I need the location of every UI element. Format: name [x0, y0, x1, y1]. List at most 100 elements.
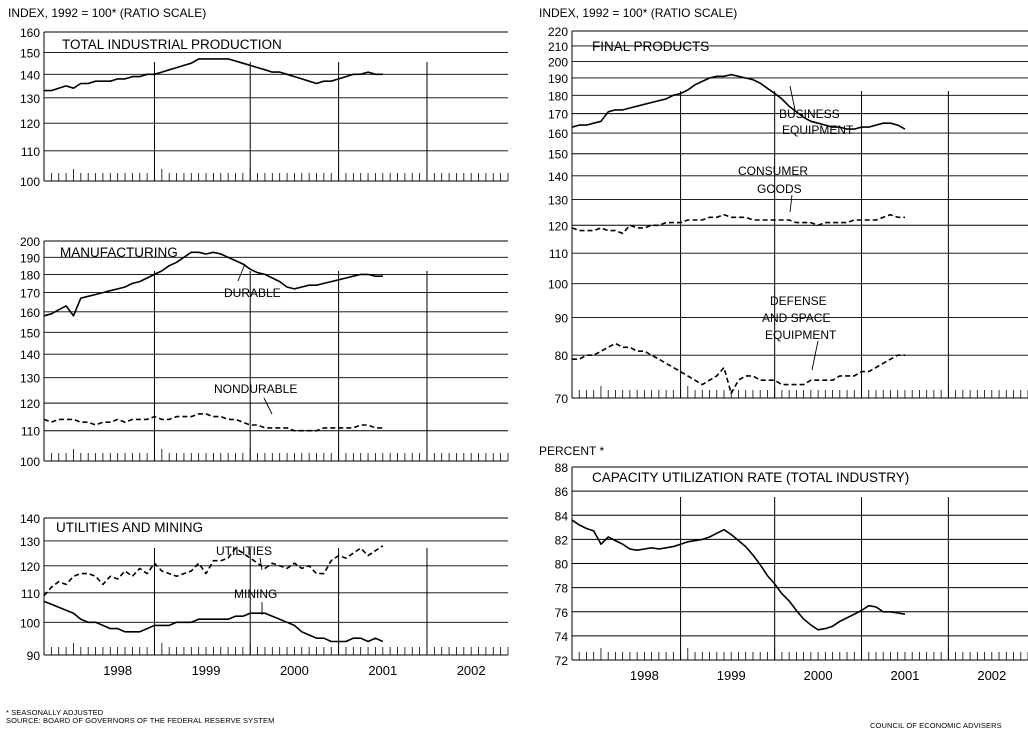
- series-annotation: EQUIPMENT: [765, 328, 837, 342]
- y-tick-label: 100: [20, 175, 40, 189]
- x-year-label: 2001: [368, 663, 397, 678]
- series-line-mfg-0: [43, 251, 383, 317]
- chart-title: MANUFACTURING: [60, 245, 178, 260]
- chart-title: CAPACITY UTILIZATION RATE (TOTAL INDUSTR…: [592, 470, 909, 485]
- y-tick-label: 120: [20, 397, 40, 411]
- y-tick-label: 130: [548, 194, 568, 208]
- series-line-cap-0: [571, 519, 906, 631]
- annotation-leader: [789, 194, 793, 213]
- chart-title: TOTAL INDUSTRIAL PRODUCTION: [62, 37, 282, 52]
- x-year-label: 2000: [280, 663, 309, 678]
- annotation-leader: [789, 85, 796, 111]
- y-tick-label: 120: [548, 219, 568, 233]
- y-tick-label: 170: [20, 287, 40, 301]
- series-line-tip-0: [44, 58, 383, 92]
- y-tick-label: 190: [20, 251, 40, 265]
- y-tick-label: 90: [555, 311, 569, 325]
- series-annotation: CONSUMER: [738, 164, 808, 178]
- y-tick-label: 110: [21, 587, 40, 601]
- y-tick-label: 210: [548, 40, 568, 54]
- annotation-leader: [237, 263, 246, 282]
- y-tick-label: 160: [548, 127, 568, 141]
- series-line-util-1: [43, 600, 384, 643]
- chart-util: 90 100 110 120 130 140 1998 1999 2000 2001 2002 UTI…: [20, 512, 509, 678]
- y-tick-label: 130: [20, 535, 40, 549]
- y-tick-label: 110: [21, 145, 40, 159]
- y-tick-label: 110: [21, 425, 40, 439]
- series-line-util-0: [43, 545, 384, 597]
- y-tick-label: 76: [555, 606, 569, 620]
- y-tick-label: 220: [548, 25, 568, 39]
- y-tick-label: 80: [555, 349, 569, 363]
- series-line-mfg-1: [43, 413, 383, 432]
- series-line-final-0: [571, 73, 906, 130]
- y-tick-label: 88: [555, 461, 569, 475]
- annotation-leader: [263, 397, 273, 415]
- chart-mfg: 100 110 120 130 140 150 160 170 180 190 200 MANUFAC…: [20, 235, 509, 469]
- y-tick-label: 78: [555, 582, 569, 596]
- y-tick-label: 70: [555, 392, 569, 406]
- chart-tip: INDEX, 1992 = 100* (RATIO SCALE) 100 110 12…: [8, 6, 509, 189]
- y-tick-label: 72: [555, 654, 569, 668]
- footnote-source: SOURCE: BOARD OF GOVERNORS OF THE FEDERA…: [6, 716, 275, 725]
- y-tick-label: 130: [20, 372, 40, 386]
- chart-cap: PERCENT * 72 74 76 78 80 82 84 86 88 1998 1999 2000 2…: [539, 444, 1028, 683]
- annotation-leader: [811, 340, 819, 371]
- y-tick-label: 140: [20, 68, 40, 82]
- x-year-label: 1998: [630, 668, 659, 683]
- series-annotation: AND SPACE: [762, 311, 830, 325]
- y-tick-label: 150: [548, 148, 568, 162]
- y-tick-label: 190: [548, 72, 568, 86]
- series-annotation: MINING: [234, 587, 277, 601]
- y-tick-label: 200: [548, 56, 568, 70]
- x-year-label: 1998: [103, 663, 132, 678]
- y-tick-label: 86: [555, 485, 569, 499]
- series-annotation: DURABLE: [224, 286, 281, 300]
- x-year-label: 2001: [890, 668, 919, 683]
- y-tick-label: 100: [548, 278, 568, 292]
- y-tick-label: 120: [20, 117, 40, 131]
- y-tick-label: 180: [20, 268, 40, 282]
- y-tick-label: 82: [555, 533, 569, 547]
- chart-final: INDEX, 1992 = 100* (RATIO SCALE) 70 80 90 10…: [539, 6, 1028, 406]
- y-tick-label: 150: [20, 46, 40, 60]
- series-annotation: BUSINESS: [779, 107, 840, 121]
- chart-title: UTILITIES AND MINING: [56, 520, 203, 535]
- y-tick-label: 140: [20, 348, 40, 362]
- y-tick-label: 140: [548, 170, 568, 184]
- series-line-final-2: [572, 342, 905, 395]
- y-tick-label: 150: [20, 326, 40, 340]
- annotation-leader: [259, 557, 263, 571]
- y-tick-label: 110: [549, 247, 568, 261]
- series-line-final-1: [571, 213, 905, 235]
- series-annotation: EQUIPMENT: [782, 123, 854, 137]
- y-tick-label: 100: [20, 616, 40, 630]
- credit-council: COUNCIL OF ECONOMIC ADVISERS: [870, 721, 1002, 730]
- series-annotation: UTILITIES: [216, 544, 272, 558]
- y-tick-label: 180: [548, 89, 568, 103]
- y-tick-label: 160: [20, 306, 40, 320]
- y-tick-label: 84: [555, 509, 569, 523]
- y-tick-label: 200: [20, 235, 40, 249]
- series-annotation: GOODS: [757, 182, 802, 196]
- chart-unit-label: INDEX, 1992 = 100* (RATIO SCALE): [539, 6, 737, 20]
- y-tick-label: 170: [548, 108, 568, 122]
- series-annotation: DEFENSE: [770, 294, 827, 308]
- y-tick-label: 120: [20, 560, 40, 574]
- chart-title: FINAL PRODUCTS: [592, 39, 709, 54]
- y-tick-label: 100: [20, 455, 40, 469]
- x-year-label: 1999: [192, 663, 221, 678]
- y-tick-label: 90: [27, 649, 41, 663]
- y-tick-label: 80: [555, 558, 569, 572]
- footnote-seasonally-adjusted: * SEASONALLY ADJUSTED: [6, 708, 104, 717]
- chart-unit-label: INDEX, 1992 = 100* (RATIO SCALE): [8, 6, 206, 20]
- y-tick-label: 140: [20, 512, 40, 526]
- chart-unit-label: PERCENT *: [539, 444, 604, 458]
- x-year-label: 2002: [977, 668, 1006, 683]
- y-tick-label: 160: [20, 26, 40, 40]
- series-annotation: NONDURABLE: [214, 382, 297, 396]
- x-year-label: 1999: [717, 668, 746, 683]
- x-year-label: 2002: [457, 663, 486, 678]
- y-tick-label: 130: [20, 92, 40, 106]
